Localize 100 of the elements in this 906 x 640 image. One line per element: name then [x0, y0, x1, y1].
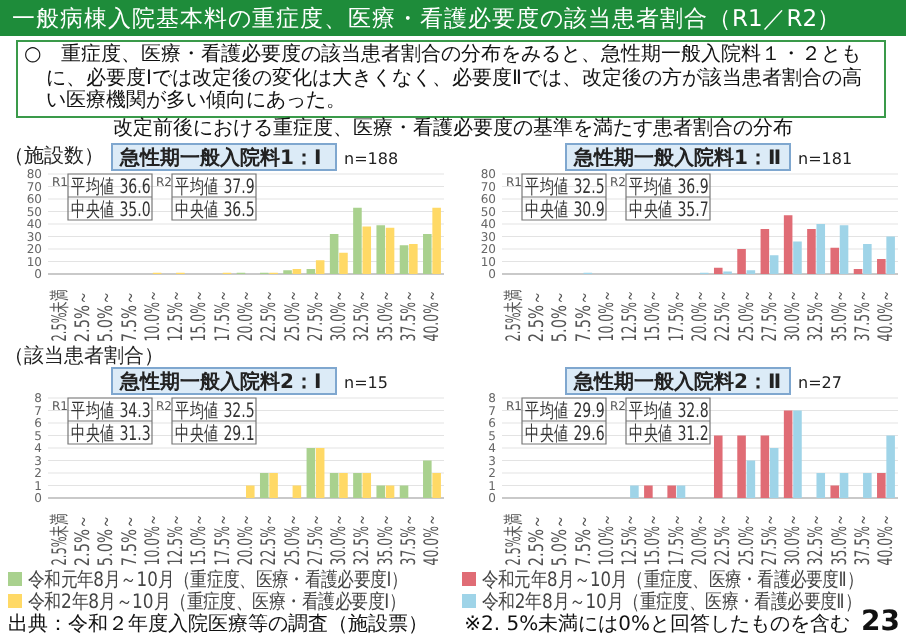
x-tick-label: 35.0%～ [826, 290, 851, 342]
bar [399, 245, 409, 274]
bar [886, 236, 895, 274]
bar [432, 207, 441, 274]
bar [830, 247, 840, 274]
annotation: 中央値 29.6 [525, 421, 605, 447]
x-tick-label: 30.0%～ [779, 290, 804, 342]
bar [839, 225, 849, 274]
x-tick-label: 12.5%～ [616, 290, 641, 342]
x-tick-label: 40.0%～ [873, 514, 898, 566]
x-tick-label: 2.5%未満 [500, 514, 525, 566]
x-tick-label: 27.5%～ [302, 290, 327, 342]
x-tick-label: 35.0%～ [372, 290, 397, 342]
bar [760, 229, 770, 274]
x-tick-label: 2.5%～ [72, 514, 96, 567]
bar [329, 234, 339, 274]
x-tick-label: 2.5%未満 [46, 514, 71, 566]
x-tick-label: 5.0%～ [550, 514, 574, 567]
x-tick-label: 32.5%～ [349, 514, 374, 566]
bar [863, 244, 872, 274]
x-tick-label: 17.5%～ [663, 514, 688, 566]
x-tick-label: 12.5%～ [162, 514, 187, 566]
x-tick-label: 12.5%～ [616, 514, 641, 566]
bar [423, 234, 432, 274]
bar [246, 485, 255, 498]
x-tick-label: 12.5%～ [162, 290, 187, 342]
bar [816, 473, 826, 498]
bar [362, 226, 372, 274]
text: n=15 [344, 374, 388, 392]
x-tick-label: 5.0%～ [96, 514, 120, 567]
legend-label: 令和2年8月～10月（重症度、医療・看護必要度Ⅰ） [28, 590, 406, 615]
annotation: 平均値 36.9 [629, 174, 709, 200]
text: 一般病棟入院基本料の重症度、医療・看護必要度の該当患者割合（R1／R2） [0, 0, 906, 36]
bar [269, 473, 278, 498]
bar [877, 473, 886, 498]
bar [362, 473, 372, 498]
x-tick-label: 7.5%～ [119, 514, 143, 567]
annotation: 平均値 34.3 [71, 398, 151, 424]
annotation: 平均値 32.5 [175, 398, 255, 424]
x-tick-label: 32.5%～ [803, 290, 828, 342]
x-tick-label: 25.0%～ [733, 514, 758, 566]
text: 23 [861, 606, 900, 638]
bar [339, 473, 348, 498]
chart-title: 急性期一般入院料1：Ⅰ [118, 146, 322, 170]
bar [667, 485, 676, 498]
bar [830, 485, 840, 498]
text: 改定前後における重症度、医療・看護必要度の基準を満たす患者割合の分布 [111, 118, 795, 142]
x-tick-label: 5.0%～ [96, 290, 120, 343]
bar [839, 473, 849, 498]
bar [329, 473, 339, 498]
bar [807, 229, 816, 274]
x-tick-label: 37.5%～ [849, 290, 874, 342]
x-tick-label: 32.5%～ [349, 290, 374, 342]
x-tick-label: 10.0%～ [593, 514, 618, 566]
annotation: 中央値 29.1 [175, 421, 255, 447]
bar [376, 485, 386, 498]
x-tick-label: 17.5%～ [209, 514, 234, 566]
annotation: 平均値 32.5 [525, 174, 605, 200]
annotation: 中央値 35.0 [71, 197, 151, 223]
x-tick-label: 40.0%～ [419, 514, 444, 566]
bar [713, 435, 723, 498]
x-tick-label: 30.0%～ [325, 290, 350, 342]
x-tick-label: 40.0%～ [873, 290, 898, 342]
bar [409, 244, 418, 274]
annotation: 平均値 36.6 [71, 174, 151, 200]
annotation: 中央値 31.2 [629, 421, 709, 447]
x-tick-label: 2.5%～ [526, 290, 550, 343]
bar [644, 485, 653, 498]
bar [746, 460, 756, 498]
bar [769, 255, 779, 274]
bar [886, 435, 895, 498]
x-tick-label: 17.5%～ [209, 290, 234, 342]
bar [292, 485, 302, 498]
text: n=181 [798, 150, 853, 168]
annotation: 中央値 30.9 [525, 197, 605, 223]
x-tick-label: 15.0%～ [186, 514, 211, 566]
x-tick-label: 15.0%～ [186, 290, 211, 342]
bar [353, 473, 362, 498]
chart-title: 急性期一般入院料2：Ⅱ [572, 370, 782, 394]
x-tick-label: 20.0%～ [232, 514, 257, 566]
text: n=188 [344, 150, 399, 168]
x-tick-label: 7.5%～ [573, 514, 597, 567]
bar [769, 448, 779, 498]
x-tick-label: 2.5%未満 [500, 290, 525, 342]
x-tick-label: 10.0%～ [139, 290, 164, 342]
bar [315, 260, 325, 274]
x-tick-label: 22.5%～ [710, 290, 735, 342]
x-tick-label: 7.5%～ [119, 290, 143, 343]
x-tick-label: 27.5%～ [302, 514, 327, 566]
bar [877, 259, 886, 274]
bar [353, 207, 362, 274]
x-tick-label: 15.0%～ [640, 290, 665, 342]
bar [376, 225, 386, 274]
x-tick-label: 17.5%～ [663, 290, 688, 342]
bar [339, 252, 348, 274]
x-tick-label: 2.5%～ [72, 290, 96, 343]
bar [385, 485, 395, 498]
annotation: 中央値 31.3 [71, 421, 151, 447]
x-tick-label: 10.0%～ [139, 514, 164, 566]
x-tick-label: 25.0%～ [279, 514, 304, 566]
